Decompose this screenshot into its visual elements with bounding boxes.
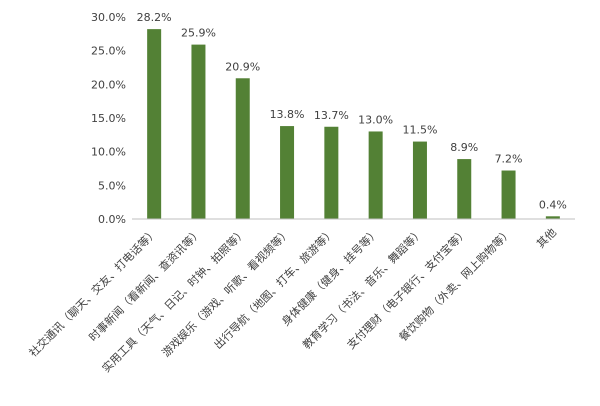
y-tick-label: 0.0% bbox=[98, 213, 126, 226]
bar bbox=[147, 29, 162, 220]
y-tick-label: 30.0% bbox=[91, 11, 126, 24]
x-axis: 社交通讯（聊天、交友、打电话等）时事新闻（看新闻、查资讯等）实用工具（天气、日记… bbox=[26, 218, 575, 375]
bar bbox=[457, 159, 472, 219]
value-labels: 28.2% 25.9% 20.9% 13.8% 13.7% 13.0% 11.5% 8.9% 7… bbox=[137, 11, 567, 211]
bar bbox=[235, 78, 250, 219]
x-tick-label: 其他 bbox=[534, 226, 559, 251]
data-label: 13.7% bbox=[314, 109, 349, 122]
data-label: 7.2% bbox=[495, 153, 523, 166]
data-label: 11.5% bbox=[402, 124, 437, 137]
y-tick-label: 25.0% bbox=[91, 45, 126, 58]
bars bbox=[147, 29, 560, 220]
y-tick-label: 20.0% bbox=[91, 78, 126, 91]
bar bbox=[501, 170, 516, 219]
y-axis: 0.0% 5.0% 10.0% 15.0% 20.0% 25.0% 30.0% bbox=[91, 11, 126, 226]
data-label: 28.2% bbox=[137, 11, 172, 24]
data-label: 8.9% bbox=[450, 141, 478, 154]
data-label: 25.9% bbox=[181, 27, 216, 40]
data-label: 0.4% bbox=[539, 198, 567, 211]
data-label: 20.9% bbox=[225, 60, 260, 73]
data-label: 13.0% bbox=[358, 113, 393, 126]
bar bbox=[545, 216, 560, 219]
bar bbox=[280, 126, 295, 219]
bar bbox=[191, 44, 206, 220]
y-tick-label: 15.0% bbox=[91, 112, 126, 125]
bar bbox=[324, 126, 339, 219]
bar bbox=[412, 141, 427, 219]
data-label: 13.8% bbox=[270, 108, 305, 121]
bar bbox=[368, 131, 383, 219]
y-tick-label: 5.0% bbox=[98, 179, 126, 192]
y-tick-label: 10.0% bbox=[91, 146, 126, 159]
